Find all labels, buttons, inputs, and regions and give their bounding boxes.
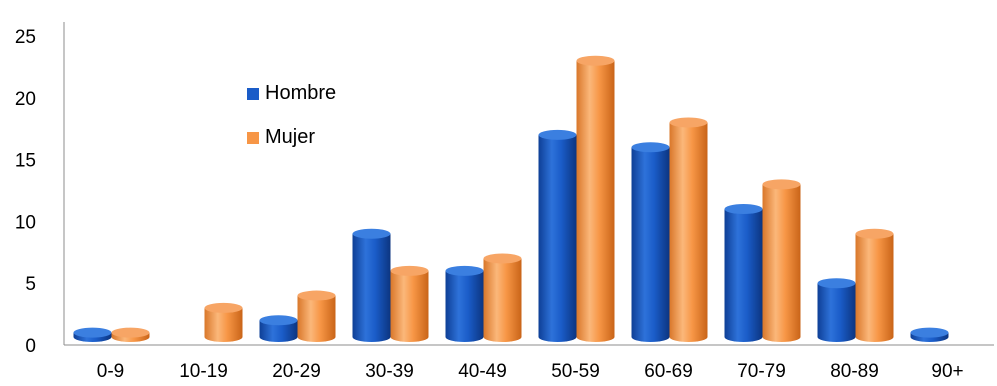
bar-body	[204, 307, 243, 342]
bar-mujer-80-89	[855, 228, 894, 342]
bar-mujer-40-49	[483, 253, 522, 342]
bar-top	[297, 290, 336, 301]
bar-top	[204, 302, 243, 313]
bar-body	[390, 270, 429, 342]
bar-body	[483, 258, 522, 342]
x-tick-label: 30-39	[365, 361, 414, 382]
bar-body	[855, 233, 894, 342]
bar-top	[352, 228, 391, 239]
bar-body	[817, 283, 856, 342]
bar-top	[259, 315, 298, 326]
bar-body	[576, 60, 615, 342]
x-tick-label: 40-49	[458, 361, 507, 382]
bar-top	[445, 265, 484, 276]
bar-top	[762, 179, 801, 190]
y-tick-label: 10	[15, 212, 36, 233]
y-tick-label: 15	[15, 151, 36, 172]
x-tick-labels: 0-9 10-19 20-29 30-39 40-49 50-59 60-69 70-79 80…	[97, 361, 964, 382]
x-tick-label: 70-79	[737, 361, 786, 382]
bar-hombre-90+	[910, 327, 949, 342]
x-tick-label: 20-29	[272, 361, 321, 382]
x-tick-label: 90+	[931, 361, 963, 382]
bar-body	[259, 320, 298, 342]
bar-mujer-70-79	[762, 179, 801, 342]
legend-swatch-mujer	[247, 132, 259, 144]
x-tick-label: 10-19	[179, 361, 228, 382]
bar-top	[483, 253, 522, 264]
bar-hombre-30-39	[352, 228, 391, 342]
y-tick-labels: 0 5 10 15 20 25	[15, 27, 36, 357]
bar-top	[631, 142, 670, 153]
bar-hombre-50-59	[538, 129, 577, 342]
bar-body	[352, 233, 391, 342]
bar-body	[724, 209, 763, 342]
bar-hombre-70-79	[724, 204, 763, 342]
bar-hombre-40-49	[445, 265, 484, 342]
bar-mujer-0-9	[111, 327, 150, 342]
x-tick-label: 60-69	[644, 361, 693, 382]
x-tick-label: 0-9	[97, 361, 124, 382]
bar-body	[297, 295, 336, 342]
x-tick-label: 50-59	[551, 361, 600, 382]
bar-top	[576, 55, 615, 66]
bar-mujer-60-69	[669, 117, 708, 343]
bar-mujer-30-39	[390, 265, 429, 342]
bar-top	[724, 204, 763, 215]
bar-top	[538, 129, 577, 140]
bar-top	[111, 327, 150, 338]
legend-swatch-hombre	[247, 88, 259, 100]
bar-mujer-20-29	[297, 290, 336, 342]
y-tick-label: 20	[15, 89, 36, 110]
bar-body	[538, 134, 577, 342]
legend-label-hombre: Hombre	[265, 82, 336, 104]
bars	[73, 55, 949, 343]
legend: Hombre Mujer	[247, 82, 336, 148]
y-tick-label: 0	[25, 336, 36, 357]
bar-top	[390, 265, 429, 276]
bar-body	[669, 122, 708, 343]
bar-mujer-50-59	[576, 55, 615, 342]
axes	[63, 22, 994, 346]
bar-hombre-0-9	[73, 327, 112, 342]
x-tick-label: 80-89	[830, 361, 879, 382]
bar-top	[73, 327, 112, 338]
bar-top	[669, 117, 708, 128]
bar-hombre-20-29	[259, 315, 298, 342]
bar-body	[445, 270, 484, 342]
legend-label-mujer: Mujer	[265, 126, 315, 148]
y-tick-label: 5	[25, 274, 36, 295]
bar-top	[855, 228, 894, 239]
y-tick-label: 25	[15, 27, 36, 48]
bar-hombre-60-69	[631, 142, 670, 342]
bar-body	[631, 147, 670, 342]
bar-top	[817, 278, 856, 289]
bar-hombre-80-89	[817, 278, 856, 342]
bar-body	[762, 184, 801, 342]
bar-top	[910, 327, 949, 338]
bar-mujer-10-19	[204, 302, 243, 342]
